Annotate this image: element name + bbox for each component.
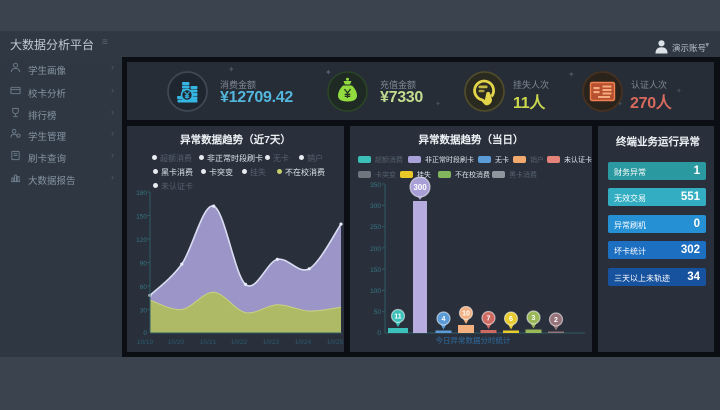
svg-text:0: 0 xyxy=(143,330,147,337)
svg-text:50: 50 xyxy=(374,309,382,316)
svg-text:300: 300 xyxy=(370,203,381,210)
svg-text:2: 2 xyxy=(554,317,558,324)
svg-text:0: 0 xyxy=(377,330,381,337)
svg-text:300: 300 xyxy=(413,183,427,192)
svg-text:10/21: 10/21 xyxy=(200,339,217,346)
svg-text:90: 90 xyxy=(140,261,148,268)
svg-text:120: 120 xyxy=(136,237,147,244)
svg-text:180: 180 xyxy=(136,190,147,197)
svg-text:今日异常数据分时统计: 今日异常数据分时统计 xyxy=(436,335,511,345)
svg-text:10/24: 10/24 xyxy=(295,339,312,346)
svg-text:100: 100 xyxy=(370,288,381,295)
svg-text:4: 4 xyxy=(442,316,446,323)
svg-text:3: 3 xyxy=(532,315,536,322)
svg-text:10: 10 xyxy=(462,311,470,318)
svg-text:60: 60 xyxy=(140,284,148,291)
svg-text:10/19: 10/19 xyxy=(137,339,154,346)
svg-text:150: 150 xyxy=(136,214,147,221)
svg-text:6: 6 xyxy=(509,316,513,323)
svg-text:10/25: 10/25 xyxy=(327,339,344,346)
svg-text:7: 7 xyxy=(487,316,491,323)
svg-text:10/20: 10/20 xyxy=(168,339,185,346)
svg-text:30: 30 xyxy=(140,308,148,315)
svg-text:150: 150 xyxy=(370,267,381,274)
svg-text:350: 350 xyxy=(370,182,381,189)
svg-text:11: 11 xyxy=(394,314,402,321)
svg-text:10/23: 10/23 xyxy=(263,339,280,346)
svg-text:200: 200 xyxy=(370,246,381,253)
svg-text:10/22: 10/22 xyxy=(231,339,248,346)
svg-text:250: 250 xyxy=(370,224,381,231)
